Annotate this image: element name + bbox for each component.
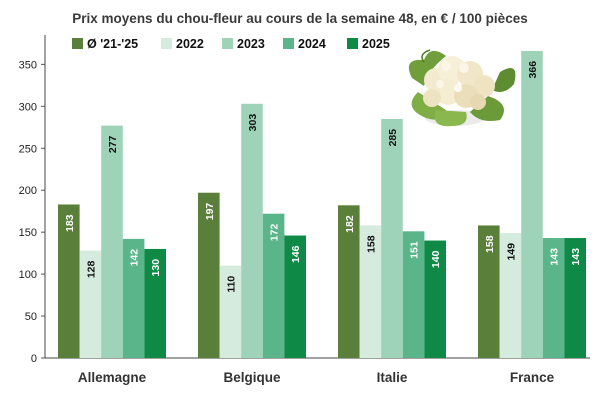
bar: [79, 250, 102, 358]
bar: [58, 204, 80, 358]
bar-value-label: 146: [290, 245, 302, 263]
y-tick-label: 350: [19, 59, 37, 71]
bar-value-label: 158: [365, 235, 377, 253]
y-tick-label: 250: [19, 143, 37, 155]
bar-value-label: 197: [204, 203, 216, 221]
category-label: Italie: [377, 370, 408, 385]
y-tick-label: 100: [19, 269, 37, 281]
chart-title: Prix moyens du chou-fleur au cours de la…: [72, 11, 527, 26]
bar-value-label: 110: [225, 276, 237, 293]
legend-label: 2022: [176, 37, 204, 51]
bar-value-label: 303: [247, 114, 259, 132]
bar-value-label: 277: [107, 135, 119, 153]
legend-item: 2023: [222, 37, 265, 51]
legend-item: 2024: [283, 37, 326, 51]
bar: [262, 213, 285, 358]
category-label: Allemagne: [78, 370, 147, 385]
bar: [284, 235, 306, 358]
legend-label: 2024: [298, 37, 326, 51]
bar: [542, 238, 565, 358]
bar-value-label: 158: [484, 235, 496, 253]
y-tick-label: 150: [19, 227, 37, 239]
bar: [122, 238, 145, 358]
legend-item: Ø '21-'25: [72, 37, 138, 51]
bar-value-label: 140: [430, 250, 442, 268]
legend-label: Ø '21-'25: [87, 37, 138, 51]
bar-value-label: 151: [409, 241, 421, 259]
bar: [478, 225, 500, 358]
bar-value-label: 172: [269, 224, 281, 242]
bar: [359, 225, 382, 358]
category-label: Belgique: [223, 370, 280, 385]
legend-label: 2025: [362, 37, 390, 51]
y-tick-label: 200: [19, 185, 37, 197]
bar: [241, 103, 263, 359]
bar: [198, 192, 220, 358]
category-label: France: [510, 370, 555, 385]
bar: [521, 50, 543, 359]
legend-swatch: [222, 38, 233, 49]
y-tick-label: 50: [25, 311, 37, 323]
bar: [499, 232, 522, 358]
bar: [101, 125, 123, 359]
bar-value-label: 182: [344, 215, 356, 233]
legend-item: 2025: [347, 37, 390, 51]
bar-value-label: 142: [129, 249, 141, 267]
legend-swatch: [283, 38, 294, 49]
bar: [564, 238, 586, 358]
legend-item: 2022: [161, 37, 204, 51]
bar-value-label: 130: [150, 259, 162, 277]
bar: [338, 205, 360, 358]
bar-value-label: 149: [505, 243, 517, 261]
bar: [402, 231, 425, 358]
bar: [424, 240, 446, 358]
y-tick-label: 0: [31, 353, 37, 365]
bar: [144, 248, 166, 358]
bar: [381, 118, 403, 358]
legend-swatch: [161, 38, 172, 49]
bar-value-label: 143: [549, 248, 561, 266]
bar-value-label: 366: [527, 61, 539, 79]
cauliflower-image: [408, 49, 516, 127]
bar-value-label: 143: [570, 248, 582, 266]
bar-value-label: 183: [64, 214, 76, 232]
y-tick-label: 300: [19, 101, 37, 113]
bar-value-label: 285: [387, 129, 399, 147]
bar-value-label: 128: [85, 260, 97, 278]
legend-label: 2023: [237, 37, 265, 51]
legend-swatch: [72, 38, 83, 49]
bar: [219, 265, 242, 358]
legend-swatch: [347, 38, 358, 49]
